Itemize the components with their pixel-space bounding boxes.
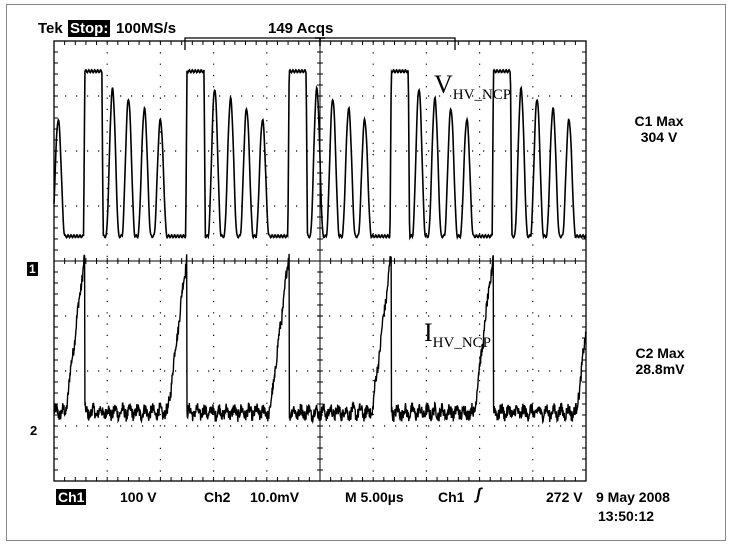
acquisition-count: 149 Acqs <box>268 20 334 37</box>
stop-badge: Stop: <box>68 20 111 37</box>
ch1-footer-scale: 100 V <box>120 489 157 505</box>
brand-label: Tek <box>38 20 63 37</box>
ch1-trace-label: VHV_NCP <box>434 70 511 104</box>
sample-rate: 100MS/s <box>116 20 177 37</box>
trigger-edge-icon: ʃ <box>476 486 482 503</box>
c2-max-value: 28.8mV <box>635 361 685 377</box>
ch1-footer-tag: Ch1 <box>56 489 87 505</box>
ch2-footer-scale: 10.0mV <box>250 489 300 505</box>
ch2-ground-marker[interactable]: 2 <box>30 423 38 438</box>
c1-max-value: 304 V <box>640 129 678 145</box>
trigger-position-marker <box>315 37 325 46</box>
ch1-voltage-trace <box>53 68 587 241</box>
trigger-level: 272 V <box>546 489 583 505</box>
ch2-footer-tag: Ch2 <box>204 489 231 505</box>
capture-time: 13:50:12 <box>598 508 655 524</box>
ch2-trace-label-main: I <box>424 318 433 347</box>
ch2-current-trace <box>53 253 587 425</box>
c1-max-name: C1 Max <box>634 113 684 129</box>
ch2-trace-label-sub: HV_NCP <box>432 335 492 352</box>
timebase-readout: M 5.00µs <box>345 489 404 505</box>
capture-date: 9 May 2008 <box>596 489 670 505</box>
ch1-ground-marker[interactable]: 1 <box>27 262 38 276</box>
ch2-trace-label: IHV_NCP <box>424 318 491 352</box>
c2-max-name: C2 Max <box>635 345 685 361</box>
trigger-source: Ch1 <box>438 489 465 505</box>
screenshot-frame <box>6 4 726 541</box>
ch1-trace-label-sub: HV_NCP <box>452 87 512 104</box>
ch1-trace-label-main: V <box>434 70 453 99</box>
